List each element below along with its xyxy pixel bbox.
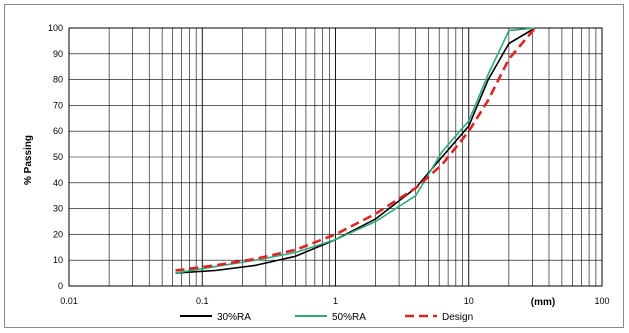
x-tick-label: 10 bbox=[464, 296, 474, 306]
x-tick-label: 0.1 bbox=[196, 296, 209, 306]
x-tick-label: 0.01 bbox=[60, 296, 78, 306]
y-tick-label: 90 bbox=[53, 49, 63, 59]
y-tick-label: 60 bbox=[53, 126, 63, 136]
chart-frame: 0 10 20 30 40 50 60 70 80 90 100 0.01 0.1 1 10 100 % Pa… bbox=[4, 4, 624, 328]
x-tick-label: 1 bbox=[333, 296, 338, 306]
y-tick-label: 70 bbox=[53, 100, 63, 110]
y-tick-label: 30 bbox=[53, 204, 63, 214]
y-tick-label: 50 bbox=[53, 152, 63, 162]
grading-chart: 0 10 20 30 40 50 60 70 80 90 100 0.01 0.1 1 10 100 % Pa… bbox=[23, 23, 610, 323]
grid bbox=[68, 27, 603, 287]
series-layer bbox=[175, 27, 537, 274]
y-tick-label: 10 bbox=[53, 255, 63, 265]
legend-label-50-ra: 50%RA bbox=[332, 312, 366, 323]
series-line-30-ra bbox=[175, 27, 536, 274]
legend: 30%RA 50%RA Design bbox=[180, 312, 473, 323]
y-tick-label: 40 bbox=[53, 178, 63, 188]
series-line-50-ra bbox=[175, 27, 536, 274]
y-tick-label: 100 bbox=[48, 23, 63, 33]
legend-label-30-ra: 30%RA bbox=[217, 312, 251, 323]
series-line-design bbox=[175, 27, 537, 272]
y-tick-label: 20 bbox=[53, 229, 63, 239]
plot-border bbox=[68, 27, 603, 287]
axes: 0 10 20 30 40 50 60 70 80 90 100 0.01 0.1 1 10 100 bbox=[48, 23, 610, 306]
x-axis-unit-label: (mm) bbox=[531, 297, 555, 308]
y-tick-label: 0 bbox=[58, 281, 63, 291]
x-tick-label: 100 bbox=[594, 296, 609, 306]
y-axis-label: % Passing bbox=[23, 135, 34, 185]
legend-label-design: Design bbox=[442, 312, 473, 323]
labels: % Passing (mm) bbox=[23, 135, 555, 308]
y-tick-label: 80 bbox=[53, 75, 63, 85]
